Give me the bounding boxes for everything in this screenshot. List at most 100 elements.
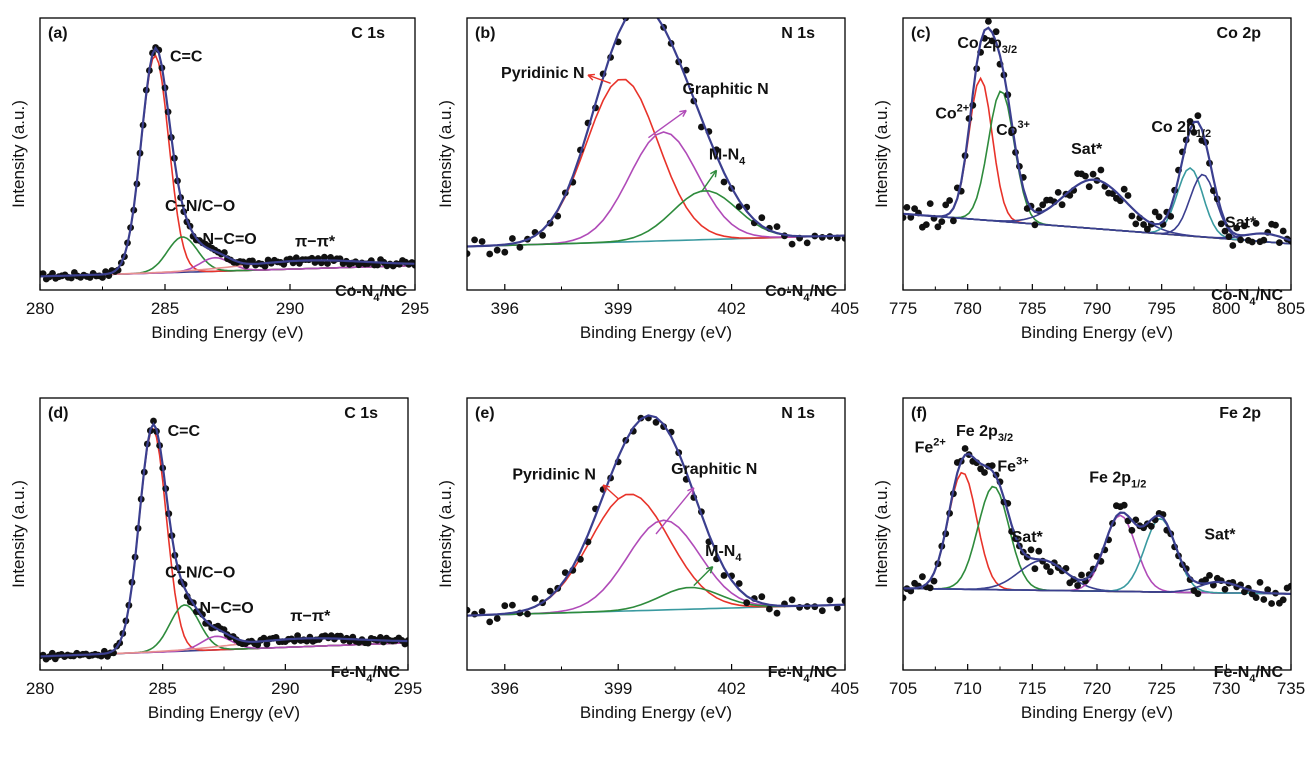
x-tick-label: 396: [491, 299, 519, 318]
data-point: [1082, 172, 1089, 180]
peak-annotation: C=C: [170, 49, 203, 66]
data-point: [1109, 190, 1116, 198]
x-tick-label: 780: [953, 299, 981, 318]
data-point: [509, 601, 516, 609]
component-peak-0: [467, 493, 845, 617]
sample-label: Co-N4/NC: [335, 283, 407, 304]
panel-3: 280 285 290 295 Binding Energy (eV) Intensity…: [9, 397, 422, 722]
x-axis-label: Binding Energy (eV): [580, 703, 732, 722]
data-point: [903, 204, 911, 211]
data-point: [926, 584, 934, 592]
data-point: [1151, 208, 1159, 216]
component-peak-0: [467, 78, 845, 248]
data-point: [1124, 192, 1132, 199]
data-point: [493, 246, 501, 254]
data-point: [321, 253, 328, 261]
x-tick-label: 399: [604, 679, 632, 698]
x-tick-label: 715: [1018, 679, 1046, 698]
peak-annotation: Sat*: [1071, 141, 1103, 158]
plot-frame: [39, 17, 416, 291]
envelope-fit-line: [903, 26, 1291, 242]
envelope-fit-line: [467, 18, 845, 248]
data-point: [1217, 220, 1225, 228]
data-point: [985, 18, 992, 25]
x-tick-label: 720: [1083, 679, 1111, 698]
x-tick-label: 402: [717, 299, 745, 318]
element-title: Co 2p: [1217, 25, 1262, 42]
data-point: [486, 618, 494, 626]
data-point: [1221, 585, 1229, 593]
data-point: [577, 555, 584, 563]
x-tick-label: 725: [1147, 679, 1175, 698]
x-axis-label: Binding Energy (eV): [580, 323, 732, 342]
x-tick-label: 785: [1018, 299, 1046, 318]
sample-label: Co-N4/NC: [1211, 287, 1283, 308]
component-peak-1: [467, 519, 845, 617]
arrow-head: [710, 169, 718, 178]
data-point: [1147, 522, 1155, 530]
data-point: [1276, 239, 1283, 247]
data-point: [1252, 594, 1260, 601]
data-point: [788, 596, 796, 604]
data-point: [803, 239, 811, 247]
data-point: [493, 615, 501, 622]
data-point: [981, 469, 988, 476]
plot-area: [903, 18, 1291, 249]
data-point: [1120, 185, 1128, 193]
y-axis-label: Intensity (a.u.): [9, 480, 28, 588]
data-point: [930, 577, 938, 585]
peak-annotation: N−C=O: [203, 231, 257, 248]
panel-letter: (d): [48, 405, 68, 422]
plot-area: [467, 9, 845, 258]
data-point: [1225, 233, 1233, 241]
data-point: [639, 18, 643, 19]
data-point: [1237, 236, 1244, 244]
arrow-head: [602, 484, 610, 492]
data-point: [1097, 166, 1105, 174]
peak-annotation: Pyridinic N: [512, 467, 596, 484]
y-axis-label: Intensity (a.u.): [436, 480, 455, 588]
data-point: [478, 608, 486, 615]
element-title: N 1s: [781, 405, 815, 422]
data-point: [99, 274, 106, 281]
panel-letter: (f): [911, 405, 927, 422]
data-point: [539, 232, 546, 239]
data-point: [950, 217, 957, 225]
data-point: [1035, 547, 1043, 555]
data-point: [501, 602, 509, 610]
data-point: [911, 205, 918, 213]
data-point: [292, 254, 300, 262]
peak-annotation: N−C=O: [199, 600, 253, 617]
data-point: [903, 594, 907, 602]
data-point: [1206, 572, 1213, 579]
data-point: [841, 597, 845, 605]
panel-letter: (b): [475, 25, 495, 42]
annotation-arrow: [587, 74, 611, 84]
peak-annotation: Fe2+: [915, 436, 946, 456]
data-point: [653, 9, 660, 16]
y-axis-label: Intensity (a.u.): [872, 100, 891, 208]
plot-area: [40, 417, 408, 663]
peak-annotation: Fe 2p1/2: [1089, 469, 1146, 490]
element-title: Fe 2p: [1219, 405, 1261, 422]
envelope-fit-line: [467, 414, 845, 617]
data-point: [826, 596, 834, 604]
plot-area: [40, 44, 415, 283]
data-point: [471, 236, 478, 244]
data-point: [467, 606, 471, 614]
element-title: C 1s: [344, 405, 378, 422]
data-point: [903, 214, 907, 221]
panel-1: 396 399 402 405 Binding Energy (eV) Intensity…: [436, 9, 859, 342]
data-point: [1047, 568, 1054, 576]
y-axis-label: Intensity (a.u.): [9, 100, 28, 208]
data-point: [1233, 224, 1241, 232]
x-tick-label: 795: [1147, 299, 1175, 318]
x-tick-label: 280: [26, 679, 54, 698]
measured-points: [903, 445, 1291, 607]
annotation-arrow: [693, 566, 714, 587]
x-tick-label: 735: [1277, 679, 1305, 698]
component-peak-2: [467, 190, 845, 248]
data-point: [735, 580, 743, 587]
arrow-head: [679, 109, 687, 117]
